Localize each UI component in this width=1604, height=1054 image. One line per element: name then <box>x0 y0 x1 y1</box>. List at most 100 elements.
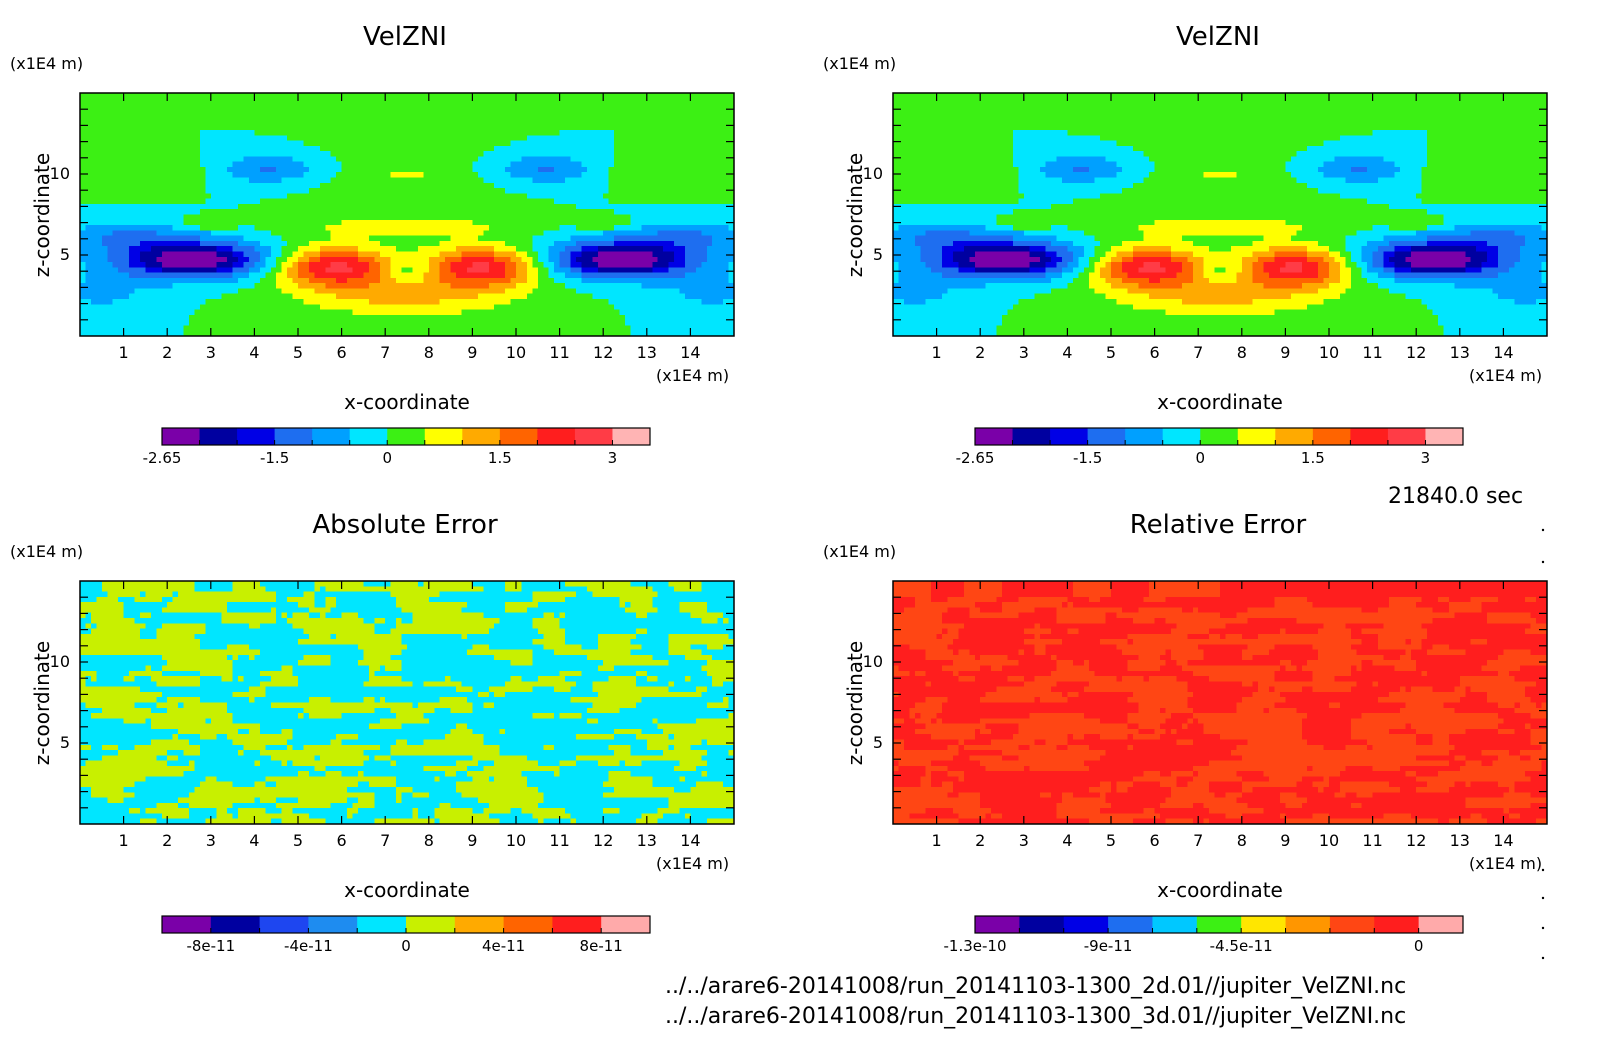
heatmap-cell <box>309 167 315 173</box>
heatmap-cell <box>222 135 228 141</box>
heatmap-cell <box>576 146 582 152</box>
heatmap-cell <box>696 130 702 136</box>
heatmap-cell <box>625 98 631 104</box>
heatmap-cell <box>532 98 538 104</box>
heatmap-cell <box>587 93 593 99</box>
heatmap-cell <box>325 125 331 131</box>
heatmap-cell <box>571 130 577 136</box>
heatmap-cell <box>483 141 489 147</box>
heatmap-cell <box>369 167 375 173</box>
heatmap-cell <box>652 93 658 99</box>
heatmap-cell <box>429 146 435 152</box>
heatmap-cell <box>636 146 642 152</box>
heatmap-cell <box>91 141 97 147</box>
heatmap-cell <box>625 119 631 125</box>
heatmap-cell <box>440 167 446 173</box>
heatmap-cell <box>456 146 462 152</box>
heatmap-cell <box>456 119 462 125</box>
heatmap-cell <box>511 146 517 152</box>
heatmap-cell <box>96 109 102 115</box>
heatmap-cell <box>276 162 282 168</box>
heatmap-cell <box>265 162 271 168</box>
heatmap-cell <box>396 98 402 104</box>
heatmap-cell <box>696 135 702 141</box>
heatmap-cell <box>560 146 566 152</box>
heatmap-cell <box>227 130 233 136</box>
heatmap-cell <box>614 109 620 115</box>
heatmap-cell <box>211 114 217 120</box>
heatmap-cell <box>718 156 724 162</box>
heatmap-cell <box>592 119 598 125</box>
heatmap-cell <box>630 93 636 99</box>
heatmap-cell <box>565 167 571 173</box>
heatmap-cell <box>478 104 484 110</box>
heatmap-cell <box>178 151 184 157</box>
heatmap-cell <box>211 141 217 147</box>
heatmap-cell <box>391 119 397 125</box>
heatmap-cell <box>96 98 102 104</box>
heatmap-cell <box>156 114 162 120</box>
heatmap-cell <box>663 104 669 110</box>
heatmap-cell <box>118 141 124 147</box>
heatmap-cell <box>336 162 342 168</box>
heatmap-cell <box>385 93 391 99</box>
heatmap-cell <box>603 151 609 157</box>
heatmap-cell <box>194 167 200 173</box>
heatmap-cell <box>554 125 560 131</box>
heatmap-cell <box>391 114 397 120</box>
heatmap-cell <box>581 93 587 99</box>
heatmap-cell <box>151 151 157 157</box>
heatmap-cell <box>521 125 527 131</box>
heatmap-cell <box>287 146 293 152</box>
heatmap-cell <box>598 104 604 110</box>
heatmap-cell <box>129 119 135 125</box>
heatmap-cell <box>336 109 342 115</box>
heatmap-cell <box>80 135 86 141</box>
heatmap-cell <box>129 141 135 147</box>
heatmap-cell <box>407 109 413 115</box>
heatmap-cell <box>391 104 397 110</box>
heatmap-cell <box>630 162 636 168</box>
heatmap-cell <box>696 93 702 99</box>
heatmap-cell <box>571 119 577 125</box>
heatmap-cell <box>205 109 211 115</box>
heatmap-cell <box>630 114 636 120</box>
heatmap-cell <box>625 130 631 136</box>
heatmap-cell <box>271 119 277 125</box>
heatmap-cell <box>254 151 260 157</box>
heatmap-cell <box>162 109 168 115</box>
heatmap-cell <box>636 156 642 162</box>
heatmap-cell <box>641 156 647 162</box>
heatmap-cell <box>614 114 620 120</box>
heatmap-cell <box>227 93 233 99</box>
heatmap-cell <box>331 162 337 168</box>
heatmap-cell <box>412 151 418 157</box>
heatmap-cell <box>440 146 446 152</box>
heatmap-cell <box>162 146 168 152</box>
heatmap-cell <box>369 156 375 162</box>
heatmap-cell <box>521 146 527 152</box>
heatmap-cell <box>309 93 315 99</box>
heatmap-cell <box>581 162 587 168</box>
heatmap-cell <box>478 114 484 120</box>
heatmap-cell <box>380 104 386 110</box>
heatmap-cell <box>96 135 102 141</box>
heatmap-cell <box>265 98 271 104</box>
heatmap-cell <box>527 125 533 131</box>
heatmap-cell <box>712 146 718 152</box>
heatmap-cell <box>456 93 462 99</box>
heatmap-cell <box>80 146 86 152</box>
heatmap-cell <box>271 114 277 120</box>
heatmap-cell <box>603 146 609 152</box>
heatmap-cell <box>282 98 288 104</box>
heatmap-cell <box>216 104 222 110</box>
heatmap-cell <box>467 114 473 120</box>
heatmap-cell <box>554 119 560 125</box>
heatmap-cell <box>521 114 527 120</box>
heatmap-cell <box>135 109 141 115</box>
heatmap-cell <box>543 151 549 157</box>
heatmap-cell <box>402 146 408 152</box>
heatmap-cell <box>554 156 560 162</box>
heatmap-cell <box>233 135 239 141</box>
heatmap-cell <box>462 130 468 136</box>
